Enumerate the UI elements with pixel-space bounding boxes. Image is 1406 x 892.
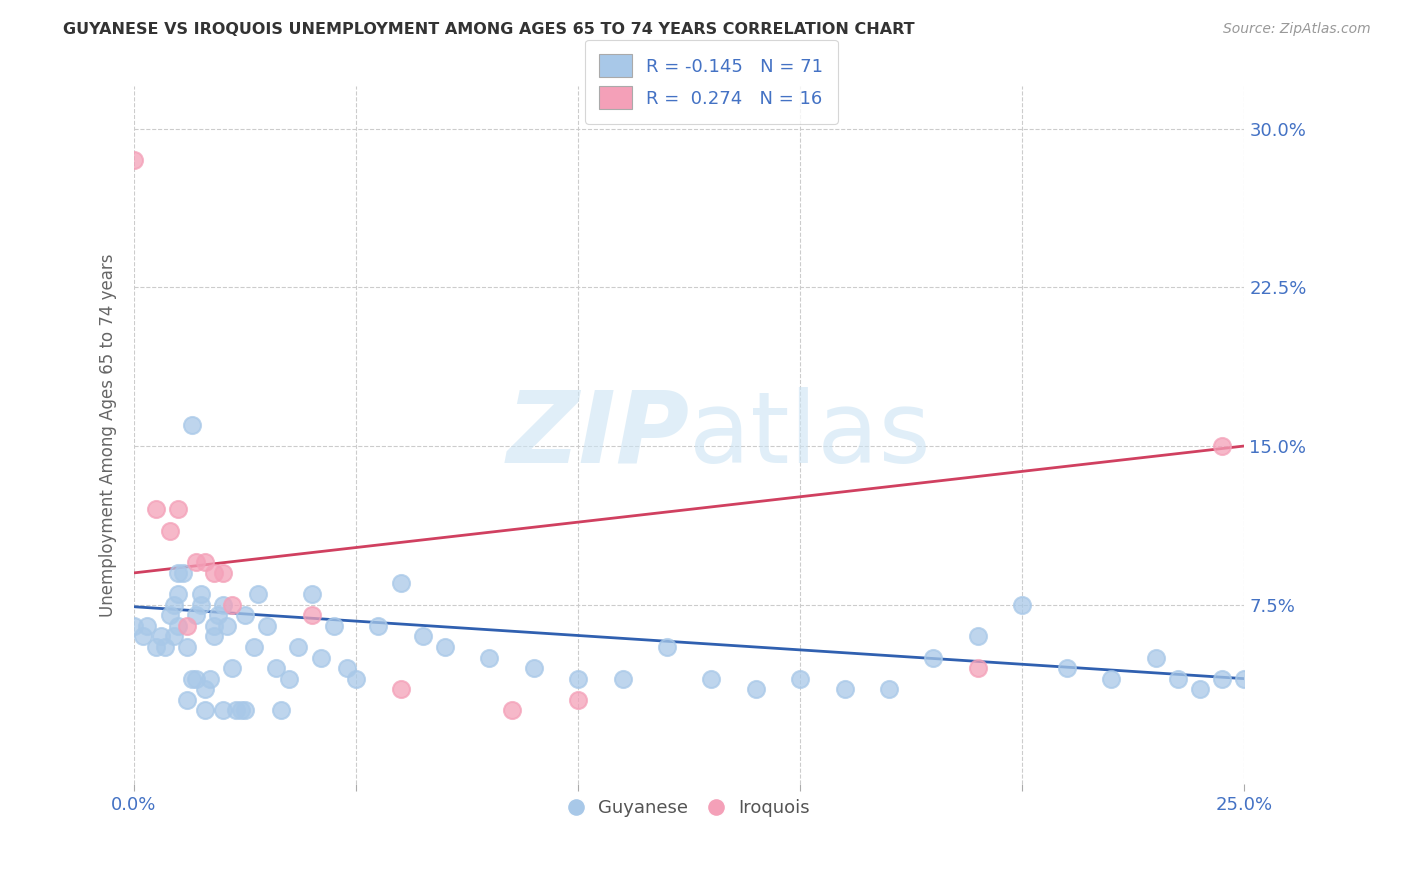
Point bbox=[194, 703, 217, 717]
Point bbox=[1011, 598, 1033, 612]
Point bbox=[194, 682, 217, 697]
Point bbox=[159, 524, 181, 538]
Point bbox=[256, 619, 278, 633]
Point bbox=[967, 629, 990, 643]
Point bbox=[247, 587, 270, 601]
Point bbox=[186, 608, 208, 623]
Point bbox=[132, 629, 155, 643]
Point bbox=[270, 703, 292, 717]
Point bbox=[202, 629, 225, 643]
Point bbox=[180, 672, 202, 686]
Text: ZIP: ZIP bbox=[506, 387, 689, 483]
Point bbox=[190, 598, 212, 612]
Legend: Guyanese, Iroquois: Guyanese, Iroquois bbox=[561, 792, 817, 824]
Point bbox=[122, 153, 145, 168]
Point bbox=[176, 640, 198, 654]
Point bbox=[159, 608, 181, 623]
Point bbox=[186, 672, 208, 686]
Point bbox=[149, 629, 172, 643]
Point bbox=[877, 682, 900, 697]
Point bbox=[176, 693, 198, 707]
Point bbox=[264, 661, 287, 675]
Point bbox=[198, 672, 221, 686]
Point bbox=[301, 608, 323, 623]
Point bbox=[167, 566, 190, 580]
Point bbox=[567, 672, 589, 686]
Point bbox=[1099, 672, 1122, 686]
Point bbox=[967, 661, 990, 675]
Point bbox=[212, 703, 235, 717]
Point bbox=[655, 640, 678, 654]
Point bbox=[433, 640, 456, 654]
Point bbox=[212, 566, 235, 580]
Point bbox=[1056, 661, 1078, 675]
Point bbox=[163, 598, 186, 612]
Point bbox=[1188, 682, 1211, 697]
Text: Source: ZipAtlas.com: Source: ZipAtlas.com bbox=[1223, 22, 1371, 37]
Point bbox=[202, 566, 225, 580]
Point bbox=[834, 682, 856, 697]
Point bbox=[336, 661, 359, 675]
Point bbox=[221, 661, 243, 675]
Point bbox=[1233, 672, 1256, 686]
Point bbox=[207, 608, 229, 623]
Point bbox=[190, 587, 212, 601]
Point bbox=[478, 650, 501, 665]
Point bbox=[167, 587, 190, 601]
Point bbox=[136, 619, 159, 633]
Point bbox=[212, 598, 235, 612]
Point bbox=[567, 693, 589, 707]
Point bbox=[153, 640, 176, 654]
Y-axis label: Unemployment Among Ages 65 to 74 years: Unemployment Among Ages 65 to 74 years bbox=[100, 253, 117, 617]
Point bbox=[612, 672, 634, 686]
Point bbox=[745, 682, 768, 697]
Text: atlas: atlas bbox=[689, 387, 931, 483]
Point bbox=[301, 587, 323, 601]
Point bbox=[180, 417, 202, 432]
Point bbox=[186, 555, 208, 569]
Point bbox=[1144, 650, 1167, 665]
Point bbox=[233, 608, 256, 623]
Point bbox=[523, 661, 546, 675]
Point bbox=[145, 640, 167, 654]
Point bbox=[389, 682, 412, 697]
Point bbox=[1211, 439, 1233, 453]
Point bbox=[233, 703, 256, 717]
Point bbox=[789, 672, 811, 686]
Point bbox=[344, 672, 367, 686]
Point bbox=[243, 640, 266, 654]
Point bbox=[412, 629, 434, 643]
Point bbox=[278, 672, 301, 686]
Point bbox=[1167, 672, 1189, 686]
Point bbox=[217, 619, 239, 633]
Point bbox=[309, 650, 332, 665]
Point bbox=[367, 619, 389, 633]
Point bbox=[194, 555, 217, 569]
Point bbox=[122, 619, 145, 633]
Point bbox=[501, 703, 523, 717]
Point bbox=[167, 502, 190, 516]
Point bbox=[176, 619, 198, 633]
Point bbox=[389, 576, 412, 591]
Point bbox=[700, 672, 723, 686]
Point bbox=[172, 566, 194, 580]
Point bbox=[163, 629, 186, 643]
Point bbox=[229, 703, 252, 717]
Point bbox=[202, 619, 225, 633]
Point bbox=[145, 502, 167, 516]
Point bbox=[322, 619, 344, 633]
Point bbox=[167, 619, 190, 633]
Point bbox=[287, 640, 309, 654]
Point bbox=[225, 703, 247, 717]
Point bbox=[922, 650, 945, 665]
Text: GUYANESE VS IROQUOIS UNEMPLOYMENT AMONG AGES 65 TO 74 YEARS CORRELATION CHART: GUYANESE VS IROQUOIS UNEMPLOYMENT AMONG … bbox=[63, 22, 915, 37]
Point bbox=[1211, 672, 1233, 686]
Point bbox=[221, 598, 243, 612]
